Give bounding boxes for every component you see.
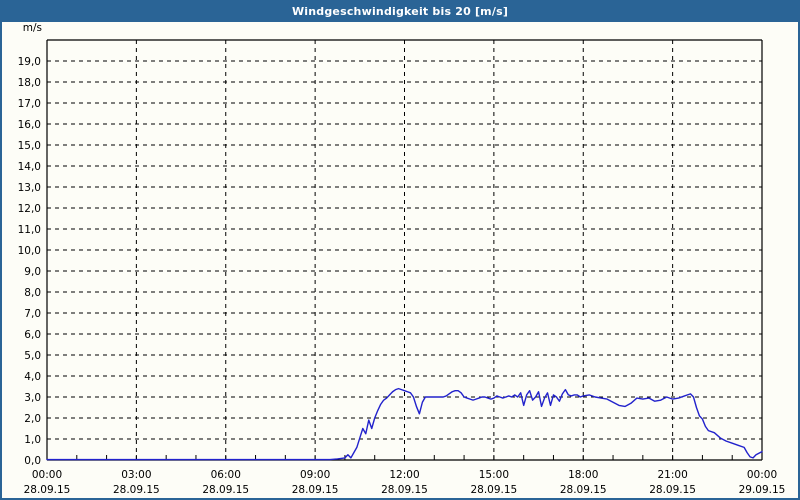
x-axis-date-label: 28.09.15 (24, 484, 71, 496)
y-axis-tick-marks (47, 60, 51, 440)
y-axis-unit-label: m/s (23, 22, 42, 34)
window-title: Windgeschwindigkeit bis 20 [m/s] (2, 2, 798, 22)
x-axis-time-label: 21:00 (657, 469, 687, 481)
y-axis-tick-label: 13,0 (18, 182, 41, 194)
x-axis-date-label: 28.09.15 (292, 484, 339, 496)
x-axis-date-label: 28.09.15 (381, 484, 428, 496)
y-axis-tick-label: 12,0 (18, 203, 41, 215)
x-axis-date-label: 28.09.15 (113, 484, 160, 496)
y-axis-tick-label: 18,0 (18, 77, 41, 89)
plot-background (2, 22, 798, 498)
y-axis-tick-label: 8,0 (24, 287, 41, 299)
y-axis-tick-label: 4,0 (24, 371, 41, 383)
x-axis-time-label: 12:00 (389, 469, 419, 481)
x-axis-time-label: 15:00 (479, 469, 509, 481)
y-axis-tick-label: 17,0 (18, 98, 41, 110)
x-axis-date-label: 29.09.15 (739, 484, 786, 496)
x-axis-time-label: 00:00 (32, 469, 62, 481)
x-axis-date-label: 28.09.15 (202, 484, 249, 496)
y-axis-tick-label: 14,0 (18, 161, 41, 173)
y-axis-tick-label: 1,0 (24, 434, 41, 446)
x-axis-time-label: 09:00 (300, 469, 330, 481)
x-axis-date-label: 28.09.15 (560, 484, 607, 496)
y-axis-tick-label: 16,0 (18, 119, 41, 131)
wind-speed-series-line (46, 387, 763, 461)
y-axis-labels: 0,0 1,0 2,0 3,0 4,0 5,0 6,0 7,0 8,0 9,0 10,0 11,0 12… (18, 56, 41, 467)
y-axis-tick-label: 15,0 (18, 140, 41, 152)
x-axis-time-label: 00:00 (747, 469, 777, 481)
horizontal-gridlines (47, 60, 762, 440)
y-axis-tick-label: 6,0 (24, 329, 41, 341)
vertical-gridlines (135, 40, 674, 460)
y-axis-tick-label: 19,0 (18, 56, 41, 68)
chart-area: m/s 0,0 1,0 2,0 3,0 4,0 5,0 6,0 7,0 8,0 9,0 10,0 11… (2, 22, 798, 498)
y-axis-tick-label: 0,0 (24, 455, 41, 467)
y-axis-tick-label: 5,0 (24, 350, 41, 362)
x-axis-time-label: 18:00 (568, 469, 598, 481)
x-axis-time-label: 03:00 (121, 469, 151, 481)
y-axis-tick-label: 2,0 (24, 413, 41, 425)
x-axis-date-label: 28.09.15 (649, 484, 696, 496)
y-axis-tick-label: 10,0 (18, 245, 41, 257)
y-axis-tick-label: 3,0 (24, 392, 41, 404)
x-axis-time-label: 06:00 (211, 469, 241, 481)
x-axis-labels: 00:00 28.09.15 03:00 28.09.15 06:00 28.09.15 0… (24, 469, 786, 496)
y-axis-tick-label: 9,0 (24, 266, 41, 278)
x-axis-date-label: 28.09.15 (470, 484, 517, 496)
y-axis-tick-label: 11,0 (18, 224, 41, 236)
y-axis-tick-label: 7,0 (24, 308, 41, 320)
wind-speed-line-chart: m/s 0,0 1,0 2,0 3,0 4,0 5,0 6,0 7,0 8,0 9,0 10,0 11… (2, 22, 798, 498)
